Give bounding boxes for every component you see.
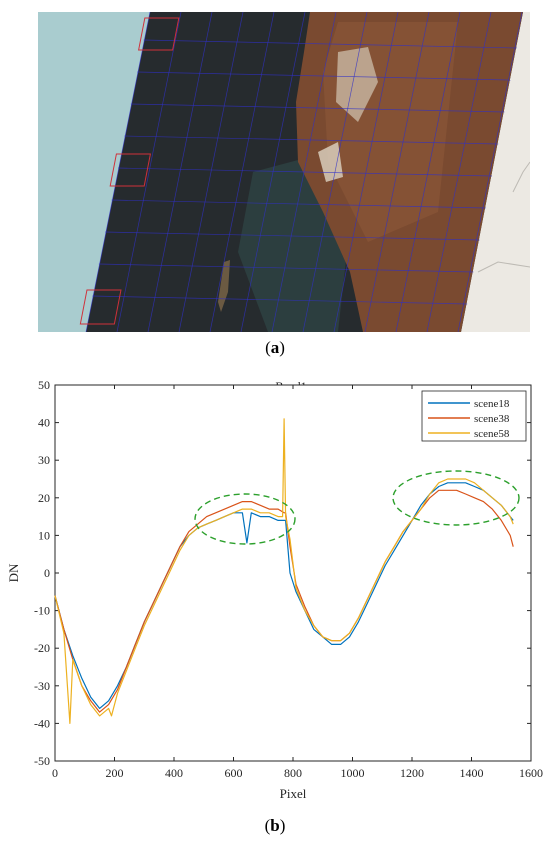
satellite-map-image: [38, 12, 530, 332]
grid-line-horizontal: [130, 103, 505, 113]
grid-line-vertical: [395, 12, 461, 332]
chart-legend: scene18 scene38 scene58: [421, 390, 527, 442]
y-tick-label: -30: [34, 679, 50, 693]
x-tick-label: 800: [284, 766, 302, 780]
grid-line-horizontal: [143, 39, 517, 49]
grid-line-horizontal: [124, 135, 499, 145]
grid-line-horizontal: [98, 263, 474, 273]
x-tick-label: 1600: [519, 766, 543, 780]
grid-line-horizontal: [117, 167, 493, 177]
x-tick-label: 1400: [460, 766, 484, 780]
highlight-tile-2: [109, 153, 151, 187]
y-tick-label: 20: [38, 491, 50, 505]
x-tick-label: 400: [165, 766, 183, 780]
grid-line-vertical: [178, 12, 244, 332]
x-tick-label: 200: [106, 766, 124, 780]
x-tick-label: 0: [52, 766, 58, 780]
legend-label-scene38: scene38: [474, 413, 510, 425]
y-axis-label: DN: [6, 563, 21, 582]
x-tick-label: 1200: [400, 766, 424, 780]
map-road-line-2: [512, 161, 530, 193]
plot-area-frame: [54, 384, 532, 762]
y-tick-label: -20: [34, 641, 50, 655]
legend-label-scene18: scene18: [474, 398, 510, 410]
highlight-ellipse-left: [194, 493, 296, 545]
y-tick-label: 0: [44, 566, 50, 580]
x-tick-label: 1000: [341, 766, 365, 780]
grid-line-vertical: [209, 12, 275, 332]
grid-line-vertical: [302, 12, 368, 332]
grid-line-vertical: [426, 12, 492, 332]
grid-line-vertical: [147, 12, 213, 332]
y-axis-ticks: 50 40 30 20 10 0 -10 -20 -30 -40 -50: [34, 378, 531, 768]
legend-label-scene58: scene58: [474, 428, 510, 440]
grid-line-vertical: [85, 12, 151, 332]
map-road-line: [477, 261, 530, 273]
x-tick-label: 600: [225, 766, 243, 780]
grid-line-vertical: [457, 12, 523, 332]
grid-line-horizontal: [105, 231, 480, 241]
highlight-tile-1: [138, 17, 180, 51]
grid-line-vertical: [116, 12, 182, 332]
y-tick-label: 10: [38, 528, 50, 542]
light-sea-area: [38, 12, 150, 332]
series-lines: [54, 418, 514, 724]
highlight-tile-3: [79, 289, 122, 325]
x-axis-ticks: 0 200 400 600 800 1000 1200 1400 1600: [52, 385, 543, 780]
series-line-scene58: [54, 418, 514, 724]
grid-line-vertical: [333, 12, 399, 332]
x-axis-label: Pixel: [280, 786, 307, 801]
grid-line-horizontal: [137, 71, 511, 81]
y-tick-label: 40: [38, 416, 50, 430]
y-tick-label: 30: [38, 453, 50, 467]
y-tick-label: -10: [34, 604, 50, 618]
salt-flat: [336, 47, 378, 122]
grid-line-vertical: [240, 12, 306, 332]
grid-line-horizontal: [111, 199, 486, 209]
grid-line-vertical: [364, 12, 430, 332]
tile-grid: [85, 12, 523, 332]
panel-label-b: (b): [264, 816, 286, 835]
grid-line-horizontal: [92, 295, 468, 305]
panel-label-a: (a): [265, 338, 285, 357]
y-tick-label: -50: [34, 754, 50, 768]
y-tick-label: 50: [38, 378, 50, 392]
y-tick-label: -40: [34, 716, 50, 730]
highlight-ellipse-right: [392, 470, 520, 526]
salt-flat-2: [318, 142, 343, 182]
